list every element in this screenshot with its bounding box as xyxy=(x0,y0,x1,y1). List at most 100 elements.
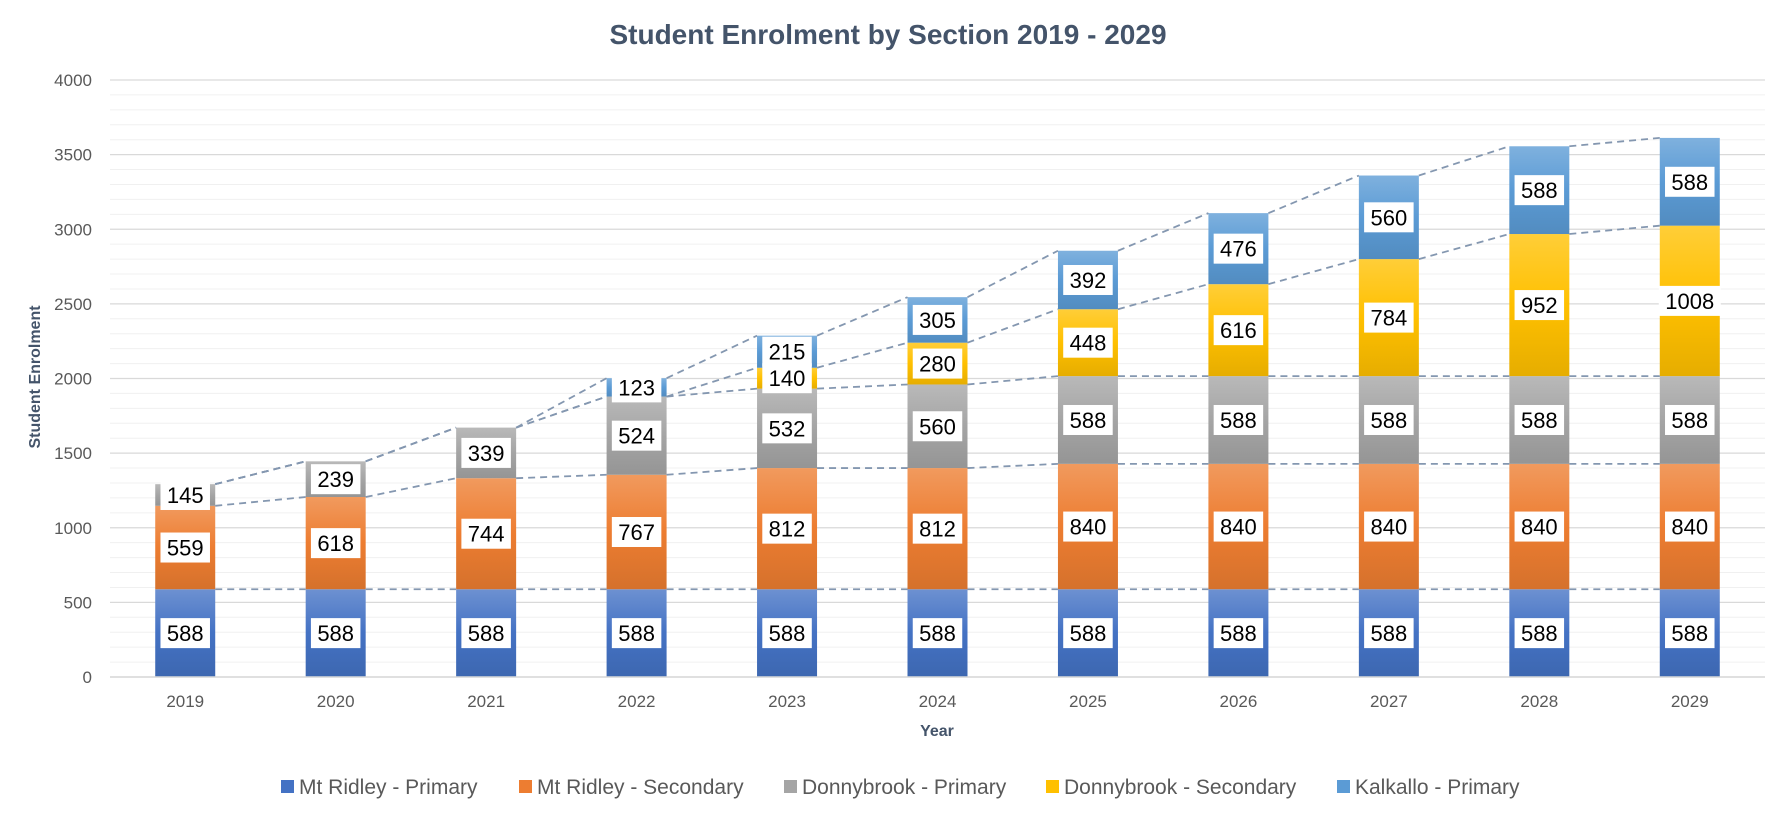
x-tick-label: 2026 xyxy=(1219,692,1257,711)
y-axis-title: Student Enrolment xyxy=(27,305,44,449)
legend-label: Mt Ridley - Secondary xyxy=(537,776,744,799)
data-label-box xyxy=(1213,404,1264,435)
data-label-text: 744 xyxy=(468,522,505,547)
y-tick-label: 2500 xyxy=(54,295,92,314)
data-label: 588 xyxy=(461,618,511,649)
data-label: 559 xyxy=(160,532,210,563)
series-line xyxy=(967,375,1059,386)
y-tick-label: 1500 xyxy=(54,444,92,463)
data-label: 618 xyxy=(310,528,361,559)
x-tick-label: 2028 xyxy=(1520,692,1558,711)
data-label-text: 840 xyxy=(1220,515,1257,540)
legend-swatch xyxy=(1046,780,1059,793)
data-label-box xyxy=(912,348,963,379)
x-tick-label: 2019 xyxy=(166,692,204,711)
data-label: 840 xyxy=(1665,511,1715,542)
series-line xyxy=(1418,233,1510,260)
legend-label: Donnybrook - Primary xyxy=(802,776,1007,799)
x-tick-label: 2024 xyxy=(919,692,957,711)
data-label: 532 xyxy=(762,413,812,444)
data-label-box xyxy=(912,304,963,335)
data-label-box xyxy=(912,618,963,649)
legend-label: Mt Ridley - Primary xyxy=(299,776,478,799)
data-label-box xyxy=(1514,290,1565,321)
data-label-text: 784 xyxy=(1371,306,1408,331)
data-label-box xyxy=(1213,315,1264,346)
data-label-text: 588 xyxy=(468,621,505,646)
data-label: 588 xyxy=(1665,618,1715,649)
data-label-text: 767 xyxy=(618,520,655,545)
data-label: 588 xyxy=(1063,404,1113,435)
data-label: 560 xyxy=(1364,202,1414,233)
data-label-box xyxy=(1665,511,1715,542)
data-labels: 588 588 588 588 588 588 588 588 588 588 588 559 618 7… xyxy=(160,166,1721,649)
series-line xyxy=(1117,283,1209,311)
data-label: 215 xyxy=(762,336,812,367)
legend-item: Donnybrook - Secondary xyxy=(1046,776,1297,799)
data-label-text: 588 xyxy=(1521,621,1558,646)
data-label: 588 xyxy=(1665,166,1715,197)
data-label-text: 588 xyxy=(1220,408,1257,433)
data-label: 812 xyxy=(762,513,812,544)
data-label-text: 840 xyxy=(1521,515,1558,540)
data-label-box xyxy=(611,618,662,649)
data-label-box xyxy=(160,532,210,563)
data-label-box xyxy=(1514,511,1565,542)
data-label: 588 xyxy=(1364,618,1414,649)
legend-swatch xyxy=(784,780,797,793)
x-tick-label: 2023 xyxy=(768,692,806,711)
data-label: 588 xyxy=(1213,404,1264,435)
x-axis-title: Year xyxy=(920,723,954,740)
data-label-box xyxy=(1213,618,1264,649)
x-tick-label: 2020 xyxy=(317,692,355,711)
data-label-box xyxy=(461,618,511,649)
data-label-text: 448 xyxy=(1070,331,1107,356)
data-label-text: 588 xyxy=(769,621,806,646)
data-label-box xyxy=(1364,302,1414,333)
chart-title: Student Enrolment by Section 2019 - 2029 xyxy=(609,19,1166,50)
legend-item: Mt Ridley - Primary xyxy=(281,776,478,799)
data-label: 840 xyxy=(1213,511,1264,542)
data-label: 239 xyxy=(310,464,361,495)
data-label-text: 588 xyxy=(1521,178,1558,203)
data-label: 588 xyxy=(1213,618,1264,649)
data-label: 280 xyxy=(912,348,963,379)
data-label-text: 339 xyxy=(468,441,505,466)
series-line xyxy=(1569,137,1660,148)
legend-swatch xyxy=(281,780,294,793)
data-label: 588 xyxy=(762,618,812,649)
legend: Mt Ridley - Primary Mt Ridley - Secondary… xyxy=(281,776,1520,799)
data-label-box xyxy=(912,513,963,544)
data-label: 840 xyxy=(1364,511,1414,542)
data-label-box xyxy=(611,420,662,451)
x-tick-label: 2021 xyxy=(467,692,505,711)
series-line xyxy=(816,341,908,369)
data-label-text: 588 xyxy=(1220,621,1257,646)
series-line xyxy=(666,387,758,398)
data-label-box xyxy=(310,618,361,649)
data-label: 840 xyxy=(1514,511,1565,542)
data-label-text: 840 xyxy=(1671,515,1708,540)
data-label-text: 588 xyxy=(1521,408,1558,433)
series-line xyxy=(967,308,1059,344)
data-label-box xyxy=(1514,404,1565,435)
legend-swatch xyxy=(1337,780,1350,793)
data-label-text: 588 xyxy=(1371,621,1408,646)
data-label-text: 123 xyxy=(618,375,655,400)
series-line xyxy=(1268,258,1360,286)
data-label-box xyxy=(1665,166,1715,197)
data-label: 767 xyxy=(611,517,662,548)
legend-label: Donnybrook - Secondary xyxy=(1064,776,1297,799)
data-label: 448 xyxy=(1063,327,1113,358)
data-label: 145 xyxy=(160,479,210,510)
data-label-box xyxy=(1514,175,1565,206)
series-line xyxy=(1418,145,1510,177)
data-label: 616 xyxy=(1213,315,1264,346)
data-label: 392 xyxy=(1063,264,1113,295)
data-label-box xyxy=(461,518,511,549)
data-label-box xyxy=(762,336,812,367)
series-line xyxy=(515,395,607,429)
data-label-text: 560 xyxy=(1371,205,1408,230)
series-line xyxy=(666,366,758,398)
